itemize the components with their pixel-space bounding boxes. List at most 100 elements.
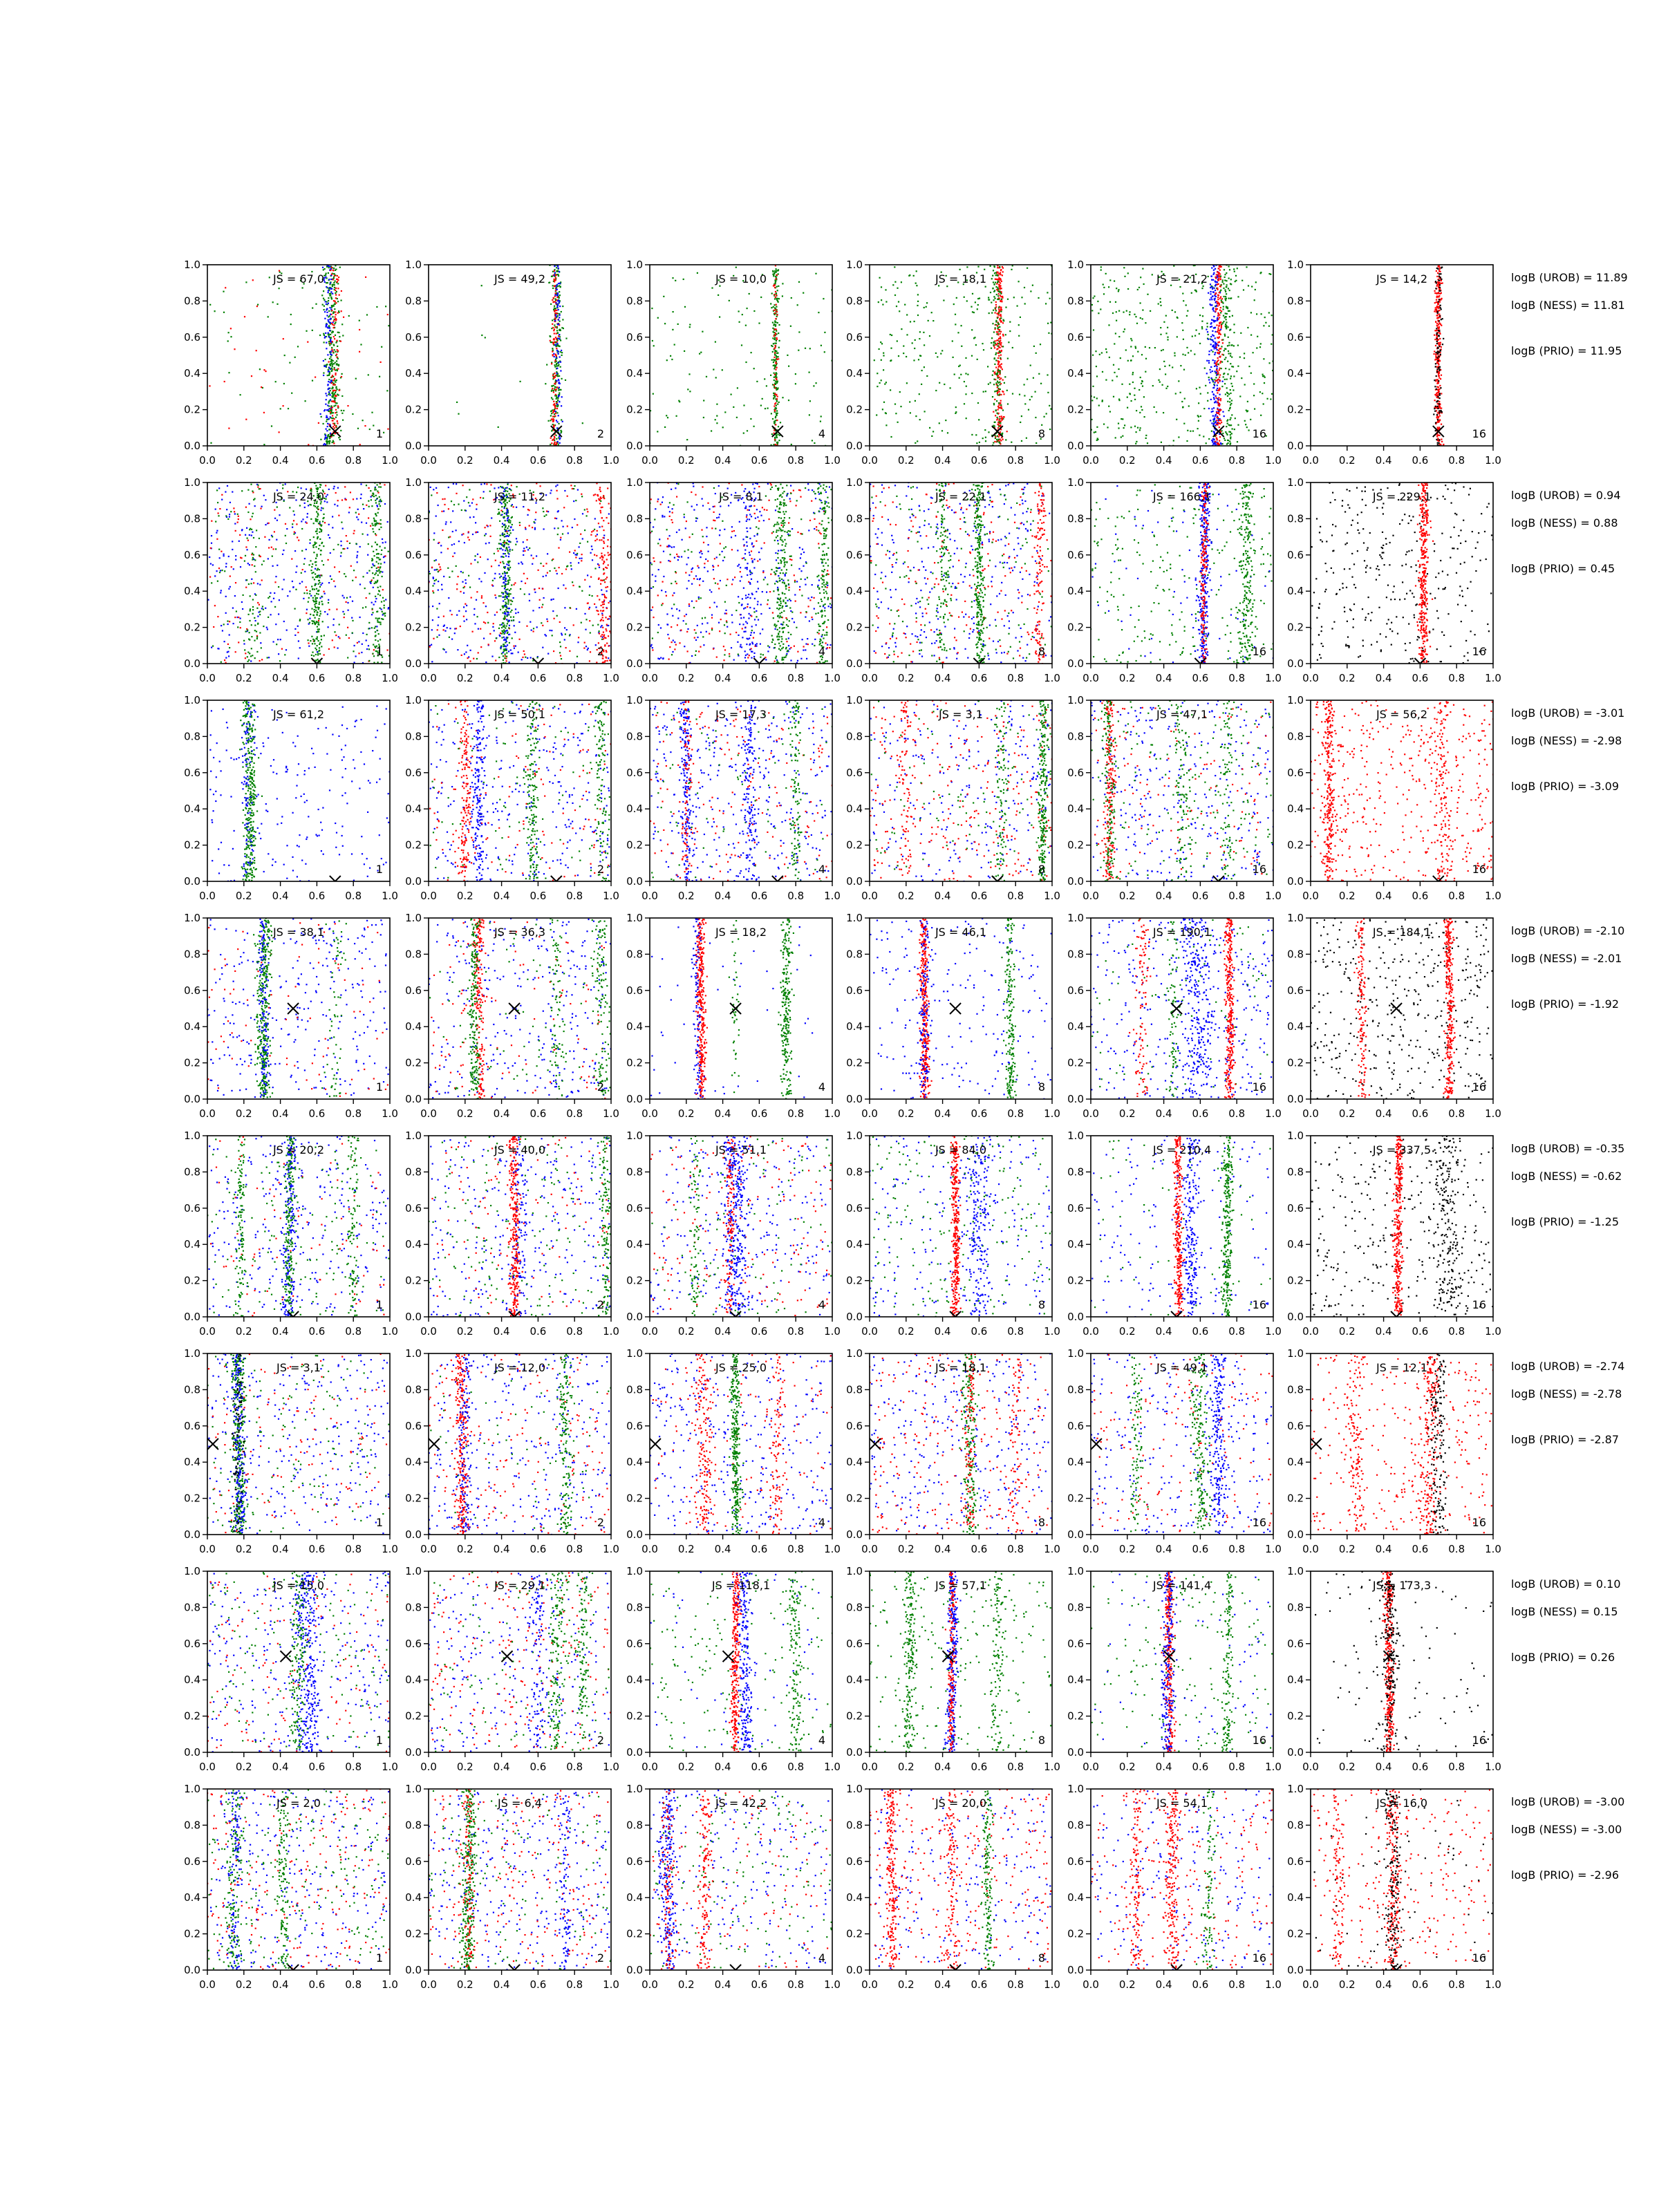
point-green — [319, 503, 321, 505]
point-green — [997, 382, 1000, 384]
point-blue — [494, 614, 496, 616]
point-blue — [218, 487, 221, 489]
point-green — [556, 375, 559, 377]
point-black — [1436, 310, 1438, 312]
point-red — [239, 627, 241, 629]
point-green — [323, 513, 325, 515]
point-green — [243, 560, 245, 562]
point-green — [377, 655, 379, 657]
point-green — [1120, 436, 1122, 438]
point-green — [1259, 346, 1262, 348]
point-green — [379, 607, 381, 609]
point-green — [945, 420, 947, 422]
point-green — [1032, 377, 1034, 379]
point-green — [1141, 409, 1143, 411]
point-red — [1000, 350, 1002, 353]
point-green — [263, 560, 265, 562]
point-red — [1217, 294, 1219, 297]
point-black — [1438, 393, 1441, 395]
point-red — [337, 288, 339, 290]
point-blue — [329, 552, 331, 554]
point-red — [209, 385, 211, 387]
point-green — [1224, 335, 1226, 337]
point-green — [1199, 315, 1201, 317]
point-red — [1219, 397, 1222, 400]
point-red — [1434, 310, 1436, 312]
point-black — [1438, 412, 1441, 414]
point-green — [1091, 395, 1092, 397]
point-green — [324, 358, 326, 361]
point-black — [1437, 419, 1439, 421]
point-red — [1438, 343, 1440, 345]
point-green — [1191, 335, 1193, 337]
point-green — [1167, 339, 1169, 341]
point-green — [1141, 385, 1144, 387]
point-red — [999, 279, 1001, 281]
point-red — [1443, 443, 1445, 446]
point-red — [553, 330, 555, 332]
point-green — [917, 294, 919, 296]
point-green — [319, 545, 321, 547]
point-black — [1437, 366, 1440, 369]
point-green — [1105, 348, 1107, 350]
point-red — [338, 276, 340, 279]
point-green — [1221, 281, 1224, 283]
point-green — [1002, 409, 1004, 411]
point-red — [775, 362, 777, 364]
point-red — [221, 494, 223, 496]
point-green — [323, 332, 325, 335]
point-green — [1163, 360, 1165, 362]
point-blue — [1213, 344, 1215, 346]
point-blue — [270, 534, 273, 536]
point-red — [775, 402, 777, 404]
point-blue — [276, 564, 279, 566]
point-green — [314, 606, 316, 608]
point-red — [552, 326, 554, 329]
point-green — [340, 552, 342, 554]
point-red — [1219, 419, 1221, 421]
point-green — [1141, 380, 1143, 382]
point-blue — [496, 497, 498, 499]
point-green — [259, 610, 261, 612]
point-red — [245, 418, 247, 420]
point-green — [319, 653, 321, 655]
point-blue — [1215, 371, 1218, 373]
point-green — [1019, 316, 1021, 318]
point-red — [1219, 436, 1221, 438]
point-blue — [329, 330, 331, 332]
point-blue — [328, 336, 330, 338]
point-black — [1438, 403, 1441, 405]
point-green — [375, 595, 377, 597]
point-green — [1030, 290, 1032, 292]
point-green — [1187, 429, 1189, 431]
point-blue — [285, 629, 288, 631]
x-tick-label: 0.6 — [308, 454, 325, 467]
point-red — [217, 616, 219, 618]
point-blue — [328, 371, 330, 373]
point-blue — [278, 599, 280, 601]
point-green — [1020, 421, 1022, 423]
point-green — [317, 654, 319, 656]
point-blue — [451, 544, 453, 546]
point-red — [1217, 371, 1219, 373]
point-red — [553, 270, 556, 272]
point-green — [1239, 356, 1241, 358]
point-green — [1024, 395, 1026, 397]
point-blue — [265, 626, 268, 628]
point-green — [1186, 346, 1188, 348]
point-green — [977, 298, 980, 300]
point-red — [554, 403, 556, 405]
point-green — [735, 266, 737, 268]
point-blue — [346, 547, 348, 550]
point-blue — [1210, 297, 1212, 299]
point-blue — [349, 596, 351, 598]
point-green — [314, 603, 316, 606]
point-blue — [1213, 265, 1215, 268]
point-green — [1222, 315, 1225, 317]
point-red — [1437, 386, 1440, 388]
point-green — [976, 308, 978, 310]
point-green — [247, 583, 250, 585]
point-green — [1160, 441, 1162, 443]
point-black — [1438, 369, 1441, 372]
point-blue — [588, 606, 591, 608]
